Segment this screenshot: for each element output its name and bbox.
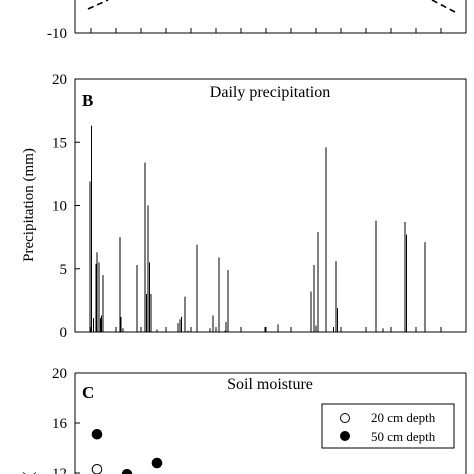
legend: 20 cm depth 50 cm depth <box>321 403 455 449</box>
panel-b-y-tick-label: 15 <box>52 135 67 151</box>
legend-label-20cm: 20 cm depth <box>371 410 436 425</box>
panel-c-y-tick-label: 12 <box>52 466 67 474</box>
soil-moisture-50cm-point <box>91 428 103 440</box>
panel-c-y-ticks: 12 16 20 <box>52 366 80 474</box>
panel-b-title: Daily precipitation <box>210 84 330 101</box>
panel-c-y-tick-label: 20 <box>52 366 67 382</box>
panel-b-y-tick-label: 10 <box>52 199 67 215</box>
legend-marker-filled-circle <box>340 431 350 441</box>
panel-b-x-ticks <box>90 327 442 332</box>
panel-top-dashed-series-left <box>87 0 109 10</box>
panel-b-y-axis-label: Precipitation (mm) <box>21 148 37 262</box>
panel-c-y-axis-label-fragment: ( <box>21 472 37 474</box>
panel-c: 12 16 20 C Soil moisture ( 20 cm depth 50 … <box>21 366 467 474</box>
panel-c-label: C <box>82 383 94 402</box>
panel-c-points <box>91 428 163 474</box>
panel-b-y-ticks: 0 5 10 15 20 <box>52 72 80 341</box>
panel-b-y-tick-label: 0 <box>60 325 68 341</box>
panel-top-x-ticks <box>90 28 442 33</box>
panel-b-y-tick-label: 5 <box>60 262 68 278</box>
panel-top-dashed-series-right <box>431 0 456 13</box>
legend-label-50cm: 50 cm depth <box>371 429 436 444</box>
panel-b: 0 5 10 15 20 B Daily precipitation Precipita… <box>21 72 467 341</box>
panel-b-label: B <box>82 91 93 110</box>
panel-c-title: Soil moisture <box>227 376 313 393</box>
panel-b-y-tick-label: 20 <box>52 72 67 88</box>
soil-moisture-50cm-point <box>151 457 163 469</box>
soil-moisture-20cm-point <box>91 463 103 474</box>
panel-b-frame <box>74 78 467 333</box>
panel-c-y-tick-label: 16 <box>52 416 68 432</box>
panel-b-bars <box>89 125 426 332</box>
panel-top-y-tick-label: -10 <box>47 26 67 42</box>
legend-marker-open-circle <box>340 413 350 423</box>
panel-top: -10 <box>47 0 467 42</box>
soil-moisture-50cm-point <box>121 468 133 474</box>
